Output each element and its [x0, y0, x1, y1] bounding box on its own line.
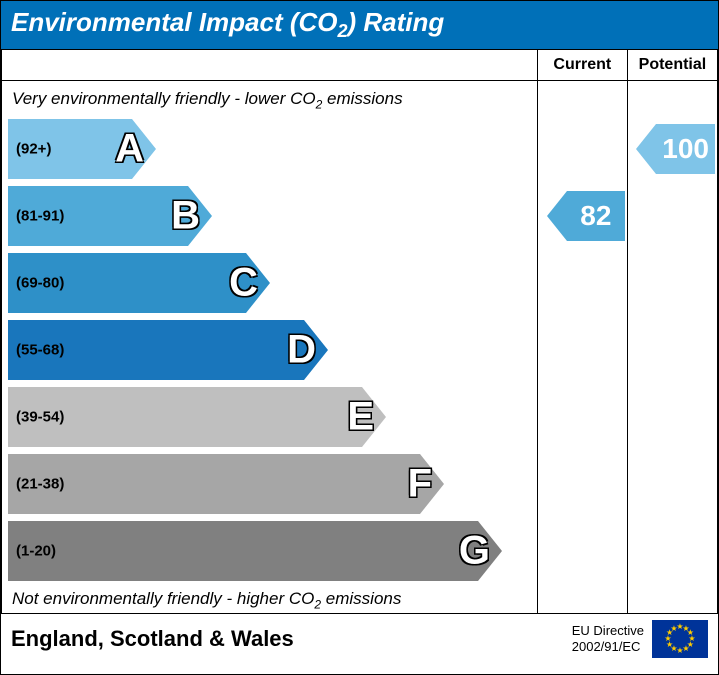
- directive-text: EU Directive 2002/91/EC: [572, 623, 644, 654]
- band-range: (55-68): [16, 342, 64, 359]
- band-letter: G: [459, 529, 490, 574]
- band-range: (39-54): [16, 409, 64, 426]
- band-E: (39-54) E: [8, 387, 386, 447]
- band-letter: B: [171, 194, 200, 239]
- footer-directive: EU Directive 2002/91/EC ★★★★★★★★★★★★: [572, 620, 708, 658]
- band-range: (21-38): [16, 476, 64, 493]
- directive-line1: EU Directive: [572, 623, 644, 639]
- pointer-potential: 100: [636, 124, 715, 174]
- band-range: (92+): [16, 141, 51, 158]
- current-cell: 82: [537, 81, 627, 614]
- title-text: Environmental Impact (CO2) Rating: [11, 7, 444, 37]
- band-G: (1-20) G: [8, 521, 502, 581]
- eu-flag-icon: ★★★★★★★★★★★★: [652, 620, 708, 658]
- note-top: Very environmentally friendly - lower CO…: [8, 81, 531, 119]
- epc-rating-card: Environmental Impact (CO2) Rating Curren…: [0, 0, 719, 675]
- footer: England, Scotland & Wales EU Directive 2…: [1, 614, 718, 664]
- band-letter: F: [408, 462, 432, 507]
- note-bottom: Not environmentally friendly - higher CO…: [8, 581, 531, 619]
- band-range: (81-91): [16, 208, 64, 225]
- col-current-header: Current: [537, 50, 627, 81]
- band-letter: E: [347, 395, 374, 440]
- band-D: (55-68) D: [8, 320, 328, 380]
- col-scale-header: [2, 50, 538, 81]
- potential-cell: 100: [627, 81, 717, 614]
- band-range: (69-80): [16, 275, 64, 292]
- table-header-row: Current Potential: [2, 50, 718, 81]
- band-letter: A: [115, 127, 144, 172]
- band-B: (81-91) B: [8, 186, 212, 246]
- band-letter: D: [287, 328, 316, 373]
- footer-region: England, Scotland & Wales: [11, 626, 294, 652]
- band-F: (21-38) F: [8, 454, 444, 514]
- bands-area: (92+) A (81-91) B (69-80) C (55-68) D (39-54) E (2…: [8, 119, 531, 581]
- table-body-row: Very environmentally friendly - lower CO…: [2, 81, 718, 614]
- band-range: (1-20): [16, 543, 56, 560]
- pointer-current: 82: [547, 191, 625, 241]
- col-potential-header: Potential: [627, 50, 717, 81]
- pointer-potential-value: 100: [656, 124, 715, 174]
- scale-cell: Very environmentally friendly - lower CO…: [2, 81, 538, 614]
- band-C: (69-80) C: [8, 253, 270, 313]
- band-letter: C: [229, 261, 258, 306]
- card-title: Environmental Impact (CO2) Rating: [1, 1, 718, 49]
- pointer-current-value: 82: [567, 191, 625, 241]
- directive-line2: 2002/91/EC: [572, 639, 644, 655]
- rating-table: Current Potential Very environmentally f…: [1, 49, 718, 614]
- band-A: (92+) A: [8, 119, 156, 179]
